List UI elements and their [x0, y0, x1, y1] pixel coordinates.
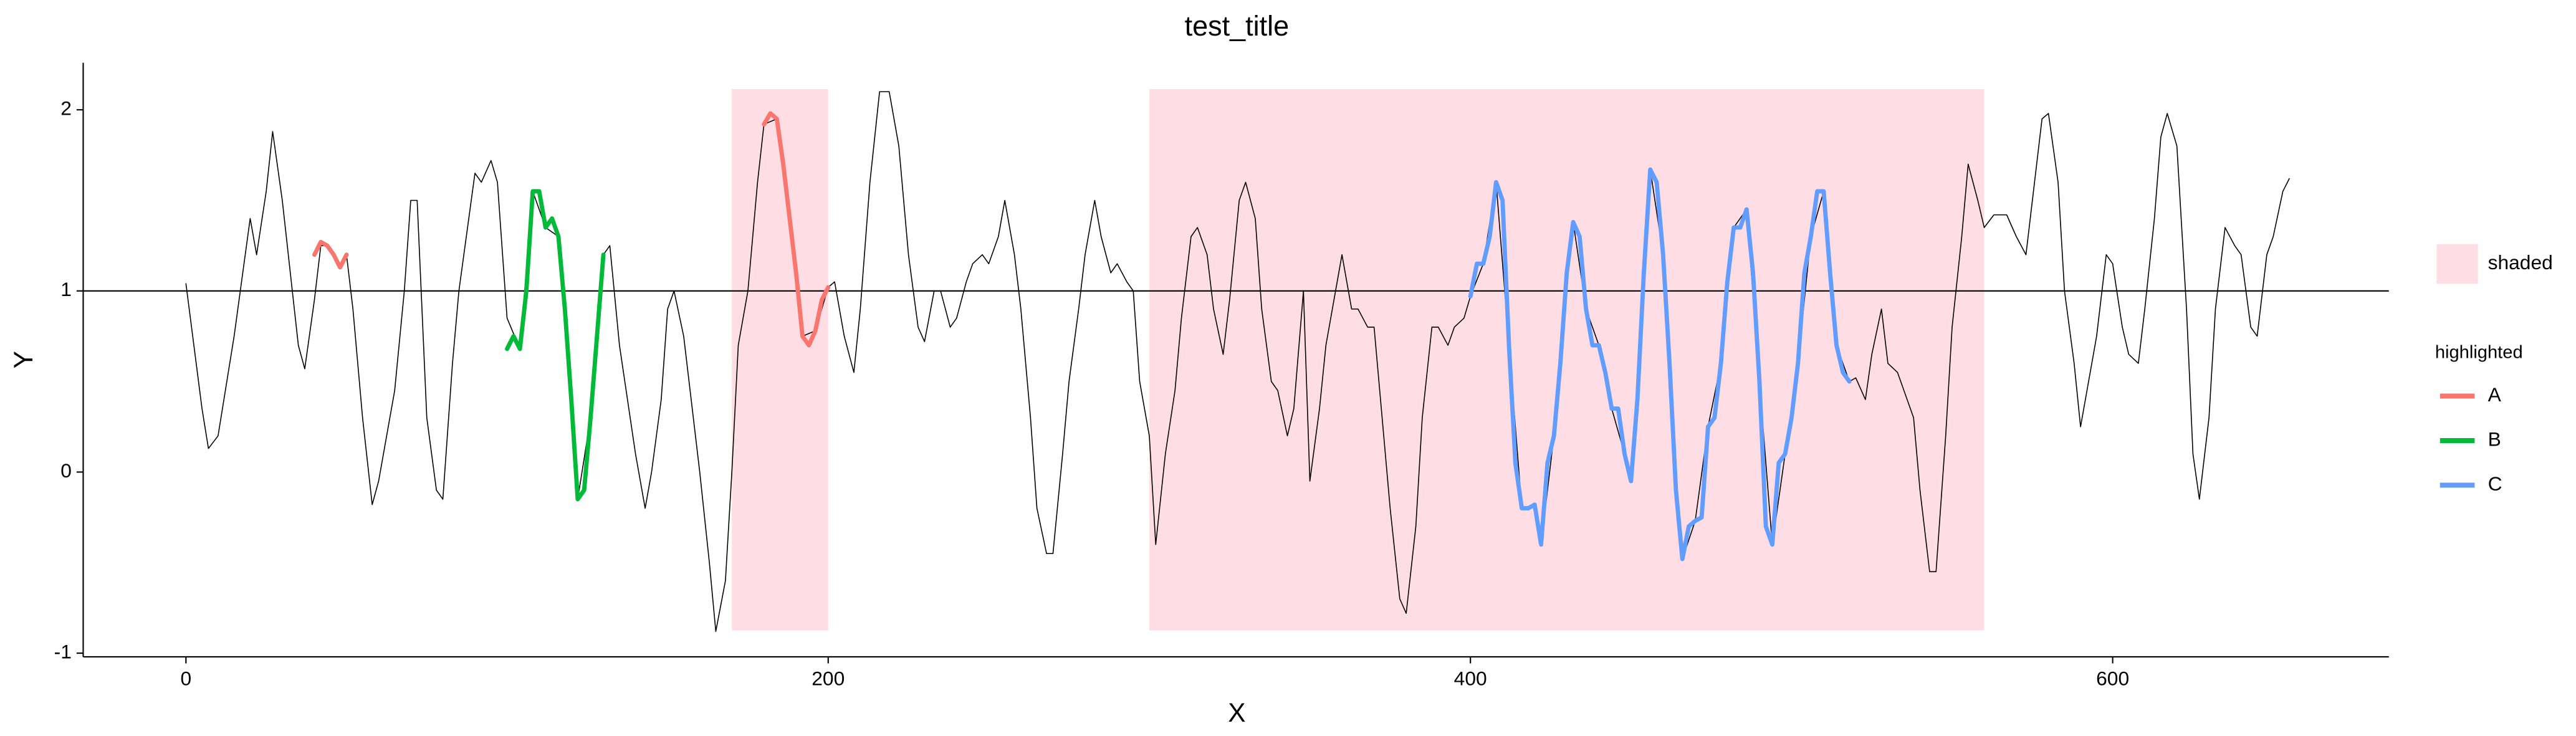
- chart-title: test_title: [1185, 10, 1290, 42]
- data-line: [185, 91, 2290, 633]
- y-tick-label: 2: [60, 97, 72, 120]
- legend-label: A: [2488, 383, 2502, 406]
- legend-label: C: [2488, 472, 2502, 495]
- y-tick-label: 1: [60, 278, 72, 300]
- x-tick-label: 200: [812, 667, 845, 689]
- x-tick-label: 600: [2096, 667, 2129, 689]
- legend-swatch: [2436, 244, 2478, 284]
- x-axis-title: X: [1228, 698, 1245, 727]
- highlight-line: [312, 239, 349, 270]
- highlight-line: [1468, 167, 1852, 562]
- legend-title: highlighted: [2435, 342, 2523, 362]
- y-tick-label: -1: [54, 640, 72, 662]
- highlight-line: [505, 189, 606, 502]
- highlight-line: [762, 111, 831, 348]
- legend-label: shaded: [2488, 251, 2553, 274]
- x-tick-label: 400: [1454, 667, 1487, 689]
- y-axis-title: Y: [9, 351, 38, 368]
- x-tick-label: 0: [181, 667, 192, 689]
- y-tick-label: 0: [60, 459, 72, 482]
- shaded-region: [732, 88, 828, 631]
- legend-label: B: [2488, 428, 2501, 450]
- shaded-region: [1149, 88, 1985, 631]
